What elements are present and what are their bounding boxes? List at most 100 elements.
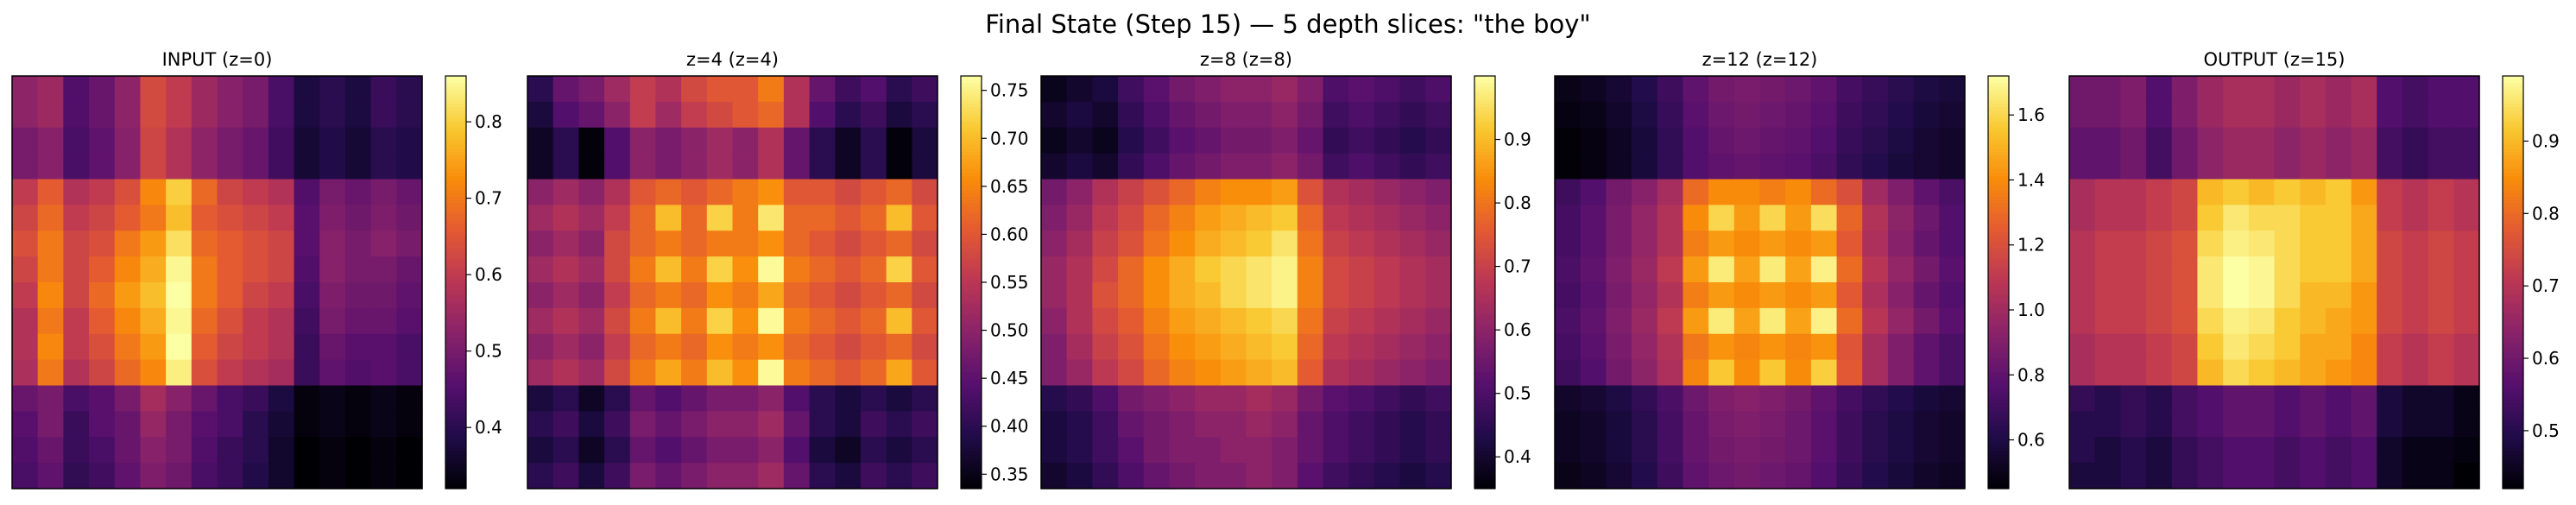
heatmap-cell xyxy=(578,463,605,489)
heatmap-cell xyxy=(2274,205,2301,231)
heatmap-cell xyxy=(1657,179,1684,205)
colorbar-segment xyxy=(445,378,466,383)
heatmap-cell xyxy=(166,437,193,464)
heatmap-cell xyxy=(2069,359,2096,387)
colorbar-segment xyxy=(1474,186,1495,191)
heatmap-cell xyxy=(1297,153,1324,180)
heatmap-cell xyxy=(1118,127,1145,155)
heatmap-cell xyxy=(319,385,346,412)
heatmap-cell xyxy=(114,463,142,489)
heatmap-cell xyxy=(344,127,372,155)
heatmap-cell xyxy=(1555,333,1582,361)
heatmap-cell xyxy=(758,179,785,205)
heatmap-cell xyxy=(268,127,295,155)
heatmap-cell xyxy=(732,333,759,361)
heatmap-cell xyxy=(1555,385,1582,412)
colorbar-segment xyxy=(445,475,466,479)
heatmap-cell xyxy=(166,101,193,129)
heatmap-cell xyxy=(1297,230,1324,257)
heatmap-cell xyxy=(344,205,372,231)
heatmap-cell xyxy=(2094,230,2121,257)
heatmap-cell xyxy=(243,101,269,129)
heatmap-cell xyxy=(1683,333,1709,361)
heatmap-cell xyxy=(2146,411,2173,438)
heatmap-cell xyxy=(268,463,295,489)
heatmap-cell xyxy=(527,153,554,180)
heatmap-cell xyxy=(1862,385,1889,412)
heatmap-cell xyxy=(629,230,657,257)
heatmap-cell xyxy=(1887,76,1915,103)
heatmap-cell xyxy=(2120,256,2147,283)
heatmap-cell xyxy=(1683,76,1709,103)
heatmap-cell xyxy=(860,411,887,438)
colorbar-segment xyxy=(961,468,982,472)
colorbar-segment xyxy=(961,464,982,469)
colorbar-segment xyxy=(961,333,982,338)
colorbar-segment xyxy=(961,151,982,156)
colorbar-segment xyxy=(1474,99,1495,104)
heatmap-cell xyxy=(2453,463,2480,489)
heatmap-cell xyxy=(1632,385,1658,412)
heatmap-cell xyxy=(604,256,631,283)
heatmap-cell xyxy=(114,307,142,335)
heatmap-cell xyxy=(809,437,836,464)
heatmap-cell xyxy=(1759,101,1786,129)
heatmap-cell xyxy=(319,411,346,438)
colorbar-segment xyxy=(1474,344,1495,349)
colorbar-segment xyxy=(2503,103,2523,108)
heatmap-cell xyxy=(860,101,887,129)
heatmap-cell xyxy=(1066,385,1093,412)
colorbar-segment xyxy=(1474,82,1495,87)
colorbar-segment xyxy=(1988,79,2009,84)
heatmap-cell xyxy=(2300,205,2327,231)
heatmap-cell xyxy=(1785,256,1812,283)
colorbar-segment xyxy=(445,430,466,434)
colorbar-segment xyxy=(2503,312,2523,318)
colorbar-segment xyxy=(445,333,466,338)
colorbar-segment xyxy=(961,189,982,194)
colorbar-segment xyxy=(961,340,982,345)
heatmap-cell xyxy=(1373,463,1401,489)
colorbar-segment xyxy=(445,395,466,401)
heatmap-cell xyxy=(294,359,320,387)
heatmap-cell xyxy=(1297,127,1324,155)
heatmap-cell xyxy=(860,307,887,335)
heatmap-cell xyxy=(12,359,39,387)
colorbar-segment xyxy=(1988,392,2009,397)
heatmap-cell xyxy=(2377,205,2403,231)
heatmap-cell xyxy=(886,333,912,361)
heatmap-cell xyxy=(2171,230,2199,257)
heatmap-cell xyxy=(1836,333,1863,361)
heatmap-cell xyxy=(1606,101,1632,129)
colorbar-segment xyxy=(1988,110,2009,115)
heatmap-cell xyxy=(835,205,862,231)
colorbar-segment xyxy=(1988,141,2009,146)
colorbar-segment xyxy=(2503,244,2523,249)
heatmap-cell xyxy=(1887,153,1915,180)
colorbar-segment xyxy=(2503,241,2523,245)
colorbar-segment xyxy=(1474,361,1495,366)
heatmap-cell xyxy=(1041,307,1068,335)
colorbar-segment xyxy=(961,319,982,325)
heatmap-cell xyxy=(1632,179,1658,205)
heatmap-cell xyxy=(370,463,397,489)
colorbar-segment xyxy=(961,203,982,207)
heatmap-cell xyxy=(604,230,631,257)
heatmap-cell xyxy=(2171,282,2199,309)
colorbar-segment xyxy=(961,265,982,269)
heatmap-cell xyxy=(1606,437,1632,464)
heatmap-cell xyxy=(578,256,605,283)
heatmap-cell xyxy=(1862,256,1889,283)
heatmap-cell xyxy=(2223,359,2250,387)
colorbar-segment xyxy=(1988,82,2009,87)
heatmap-cell xyxy=(114,101,142,129)
colorbar-segment xyxy=(2503,255,2523,259)
heatmap-cell xyxy=(2120,411,2147,438)
heatmap-cell xyxy=(1836,205,1863,231)
colorbar-segment xyxy=(1474,158,1495,163)
colorbar-segment xyxy=(2503,423,2523,427)
heatmap-cell xyxy=(63,385,90,412)
heatmap-cell xyxy=(1399,205,1426,231)
heatmap-cell xyxy=(604,76,631,103)
heatmap-cell xyxy=(12,385,39,412)
